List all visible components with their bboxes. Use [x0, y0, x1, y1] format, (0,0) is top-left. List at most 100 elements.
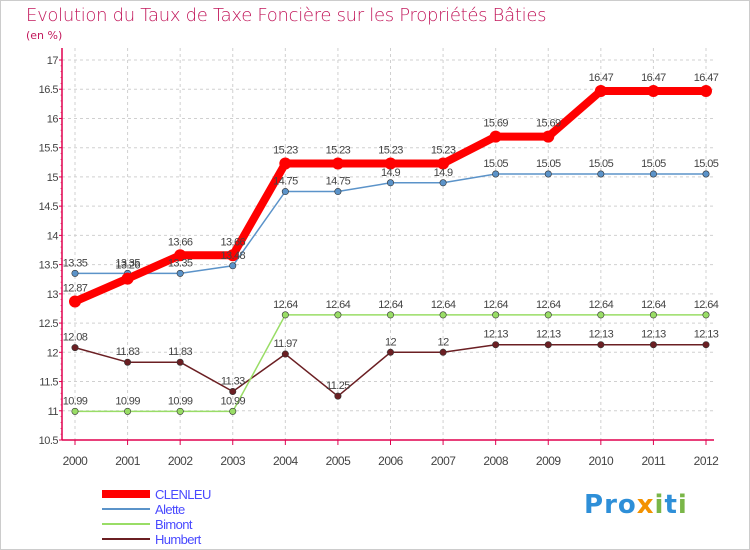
data-label-bimont: 12.64 — [431, 299, 456, 311]
x-tick-label: 2008 — [483, 454, 509, 468]
data-label-clenleu: 13.26 — [115, 260, 140, 272]
data-label-humbert: 12.13 — [589, 329, 614, 341]
x-tick-label: 2003 — [220, 454, 246, 468]
y-tick-label: 16 — [47, 113, 59, 125]
data-point-humbert — [176, 358, 184, 366]
data-point-humbert — [544, 341, 552, 349]
data-point-humbert — [386, 348, 394, 356]
data-point-clenleu — [647, 84, 660, 97]
data-label-clenleu: 12.87 — [63, 282, 88, 294]
y-tick-label: 12 — [47, 347, 59, 359]
logo-letter: i — [677, 490, 688, 520]
data-point-humbert — [124, 358, 132, 366]
data-label-alette: 13.35 — [63, 257, 88, 269]
data-label-bimont: 10.99 — [115, 395, 140, 407]
logo-letter: o — [617, 490, 637, 520]
data-point-clenleu — [594, 84, 607, 97]
data-point-alette — [649, 170, 657, 178]
x-tick-label: 2011 — [642, 454, 667, 468]
data-point-bimont — [281, 311, 289, 319]
data-point-alette — [597, 170, 605, 178]
legend-item-bimont: Bimont — [102, 517, 192, 532]
logo-letter: r — [604, 490, 618, 520]
legend-swatch-bimont — [102, 523, 150, 525]
data-point-alette — [334, 188, 342, 196]
unit-label: (en %) — [26, 29, 63, 42]
data-label-clenleu: 15.23 — [431, 144, 456, 156]
data-label-clenleu: 13.66 — [168, 236, 193, 248]
legend-swatch-alette — [102, 508, 150, 510]
legend-label-humbert: Humbert — [155, 531, 201, 547]
y-tick-label: 13 — [47, 289, 59, 301]
data-label-bimont: 12.64 — [483, 299, 508, 311]
data-label-humbert: 12.13 — [483, 329, 508, 341]
data-point-alette — [544, 170, 552, 178]
data-point-humbert — [597, 341, 605, 349]
data-label-bimont: 10.99 — [220, 395, 245, 407]
y-tick-label: 17 — [47, 55, 59, 67]
data-point-humbert — [439, 348, 447, 356]
data-label-bimont: 12.64 — [536, 299, 561, 311]
y-tick-label: 11 — [48, 406, 59, 418]
data-point-bimont — [597, 311, 605, 319]
data-point-clenleu — [489, 130, 502, 143]
data-label-alette: 15.05 — [589, 158, 614, 170]
data-label-humbert: 11.97 — [273, 338, 297, 350]
data-point-bimont — [124, 407, 132, 415]
chart-title: Evolution du Taux de Taxe Foncière sur l… — [26, 5, 547, 26]
x-tick-label: 2005 — [326, 454, 352, 468]
x-tick-label: 2002 — [168, 454, 194, 468]
logo-letter: i — [654, 490, 665, 520]
data-label-clenleu: 16.47 — [641, 72, 666, 84]
data-point-bimont — [71, 407, 79, 415]
y-tick-label: 14 — [47, 230, 59, 242]
data-point-bimont — [176, 407, 184, 415]
data-label-humbert: 11.33 — [221, 375, 245, 387]
data-point-clenleu — [226, 249, 239, 262]
y-tick-label: 15.5 — [39, 143, 59, 155]
y-tick-label: 12.5 — [39, 318, 59, 330]
data-point-humbert — [649, 341, 657, 349]
data-label-clenleu: 13.66 — [220, 236, 245, 248]
data-point-bimont — [544, 311, 552, 319]
data-point-humbert — [492, 341, 500, 349]
data-label-bimont: 12.64 — [378, 299, 403, 311]
data-point-clenleu — [121, 272, 134, 285]
legend-label-alette: Alette — [155, 501, 185, 517]
data-label-alette: 14.9 — [381, 167, 400, 179]
data-point-clenleu — [700, 84, 712, 97]
proxiti-logo: Proxiti — [584, 490, 688, 520]
data-label-alette: 14.75 — [326, 176, 351, 188]
data-label-humbert: 12.13 — [694, 329, 719, 341]
data-point-bimont — [649, 311, 657, 319]
data-point-alette — [229, 262, 237, 270]
data-label-clenleu: 15.23 — [378, 144, 403, 156]
data-label-bimont: 12.64 — [694, 299, 719, 311]
x-tick-label: 2006 — [378, 454, 404, 468]
data-label-humbert: 12.13 — [641, 329, 666, 341]
data-label-humbert: 12 — [438, 336, 450, 348]
y-tick-label: 11.5 — [39, 377, 58, 389]
data-point-alette — [176, 269, 184, 277]
data-labels: 12.08 11.83 11.83 11.33 11.97 11.25 12 12 12.13 1… — [63, 72, 720, 407]
legend-item-clenleu: CLENLEU — [102, 487, 211, 502]
data-label-clenleu: 15.23 — [326, 144, 351, 156]
data-label-bimont: 12.64 — [326, 299, 351, 311]
x-tick-label: 2010 — [588, 454, 614, 468]
data-label-clenleu: 15.69 — [483, 118, 508, 130]
data-point-humbert — [702, 341, 710, 349]
data-label-humbert: 11.83 — [116, 346, 140, 358]
logo-letter: P — [584, 490, 605, 520]
data-point-bimont — [439, 311, 447, 319]
legend-item-alette: Alette — [102, 501, 185, 517]
data-point-bimont — [334, 311, 342, 319]
logo-letter: x — [636, 490, 655, 520]
data-label-alette: 15.05 — [483, 158, 508, 170]
data-point-alette — [71, 269, 79, 277]
logo-letter: t — [664, 490, 678, 520]
data-point-bimont — [386, 311, 394, 319]
x-tick-label: 2001 — [115, 454, 141, 468]
data-label-humbert: 12.08 — [63, 332, 88, 344]
y-tick-label: 14.5 — [39, 201, 59, 213]
